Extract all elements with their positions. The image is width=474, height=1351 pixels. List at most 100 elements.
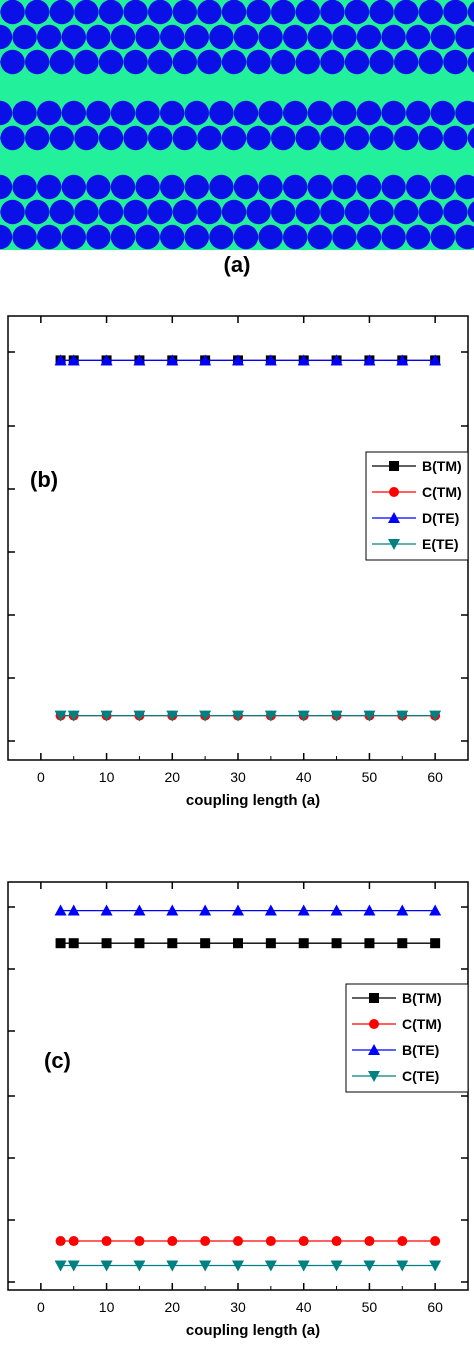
data-point xyxy=(264,904,277,916)
dielectric-rod xyxy=(467,201,474,223)
dielectric-rod xyxy=(123,0,148,25)
legend: B(TM) C(TM) B(TE) C(TE) xyxy=(345,983,469,1093)
dielectric-rod xyxy=(148,0,173,25)
dielectric-rod xyxy=(172,0,197,25)
dielectric-rod xyxy=(0,49,25,75)
dielectric-rod xyxy=(172,199,197,225)
dielectric-rod xyxy=(148,125,173,151)
data-point xyxy=(67,710,80,722)
dielectric-rod xyxy=(233,224,259,250)
data-point xyxy=(100,904,113,916)
dielectric-rod xyxy=(98,199,124,225)
data-point xyxy=(167,938,178,949)
data-point xyxy=(133,1260,146,1272)
dielectric-rod xyxy=(418,199,443,225)
dielectric-rod xyxy=(221,125,247,151)
data-point xyxy=(167,1236,178,1247)
data-point xyxy=(166,904,179,916)
series-C(TE) xyxy=(54,1260,442,1272)
x-tick-label: 40 xyxy=(296,1299,312,1315)
dielectric-rod xyxy=(110,224,136,250)
dielectric-rod xyxy=(258,24,283,50)
chart-c: 0 10 20 30 40 50 60 coupling length (a) (c) B(TM)… xyxy=(7,881,469,1339)
dielectric-rod xyxy=(320,125,345,151)
data-point xyxy=(233,938,243,949)
legend-box xyxy=(365,451,469,561)
dielectric-rod xyxy=(0,24,13,50)
dielectric-rod xyxy=(369,49,394,75)
dielectric-rod xyxy=(344,199,370,225)
data-point xyxy=(297,904,310,916)
legend-marker xyxy=(368,1071,380,1082)
dielectric-rod xyxy=(135,24,160,50)
data-point xyxy=(364,938,375,949)
dielectric-rod xyxy=(98,125,124,151)
dielectric-rod xyxy=(271,199,296,225)
dielectric-rod xyxy=(406,174,431,200)
x-tick-label: 50 xyxy=(362,769,378,785)
data-point xyxy=(330,1260,343,1272)
chart-b: 0 10 20 30 40 50 60 coupling length (a) (b) B(TM)… xyxy=(7,315,469,809)
dielectric-rod xyxy=(148,199,173,225)
dielectric-rod xyxy=(356,100,382,126)
data-point xyxy=(166,710,179,722)
dielectric-rod xyxy=(12,100,37,126)
dielectric-rod xyxy=(12,174,37,200)
data-point xyxy=(363,354,376,366)
data-point xyxy=(232,354,244,366)
data-point xyxy=(55,938,66,949)
dielectric-rod xyxy=(344,0,370,25)
data-point xyxy=(134,1236,145,1247)
dielectric-rod xyxy=(258,100,283,126)
data-point xyxy=(67,354,80,366)
dielectric-rod xyxy=(0,199,25,225)
data-point xyxy=(101,938,112,949)
dielectric-rod xyxy=(344,49,370,75)
dielectric-rod xyxy=(246,199,271,225)
dielectric-rod xyxy=(184,100,209,126)
series-D(TE) xyxy=(54,354,442,366)
dielectric-rod xyxy=(160,174,185,200)
dielectric-rod xyxy=(430,100,455,126)
data-point xyxy=(429,1260,442,1272)
legend-marker xyxy=(388,512,400,523)
dielectric-rod xyxy=(86,24,111,50)
dielectric-rod xyxy=(233,24,259,50)
dielectric-rod xyxy=(443,199,468,225)
dielectric-rod xyxy=(123,49,148,75)
dielectric-rod xyxy=(455,24,474,50)
x-axis-label: coupling length (a) xyxy=(186,792,320,809)
data-point xyxy=(264,710,277,722)
data-point xyxy=(330,904,343,916)
x-axis-label: coupling length (a) xyxy=(186,1322,320,1339)
data-point xyxy=(54,710,67,722)
dielectric-rod xyxy=(221,199,247,225)
dielectric-rod xyxy=(356,174,382,200)
dielectric-rod xyxy=(320,0,345,25)
dielectric-rod xyxy=(332,100,357,126)
x-tick-label: 0 xyxy=(37,1299,45,1315)
data-point xyxy=(133,354,146,366)
data-point xyxy=(264,1260,277,1272)
dielectric-rod xyxy=(307,24,332,50)
dielectric-rod xyxy=(160,224,185,250)
x-tick-label: 40 xyxy=(296,769,312,785)
dielectric-rod xyxy=(25,125,50,151)
data-point xyxy=(68,938,79,949)
dielectric-rod xyxy=(160,24,185,50)
dielectric-rod xyxy=(74,199,99,225)
dielectric-rod xyxy=(295,49,320,75)
data-point xyxy=(298,1236,309,1247)
dielectric-rod xyxy=(61,224,86,250)
dielectric-rod xyxy=(394,125,419,151)
x-tick-label: 60 xyxy=(427,1299,443,1315)
x-tick-label: 30 xyxy=(230,769,246,785)
data-point xyxy=(200,1236,211,1247)
dielectric-rod xyxy=(430,24,455,50)
dielectric-rod xyxy=(86,224,111,250)
dielectric-rod xyxy=(110,174,136,200)
dielectric-rod xyxy=(12,24,37,50)
dielectric-rod xyxy=(332,224,357,250)
data-point xyxy=(396,354,409,366)
data-point xyxy=(54,1260,67,1272)
